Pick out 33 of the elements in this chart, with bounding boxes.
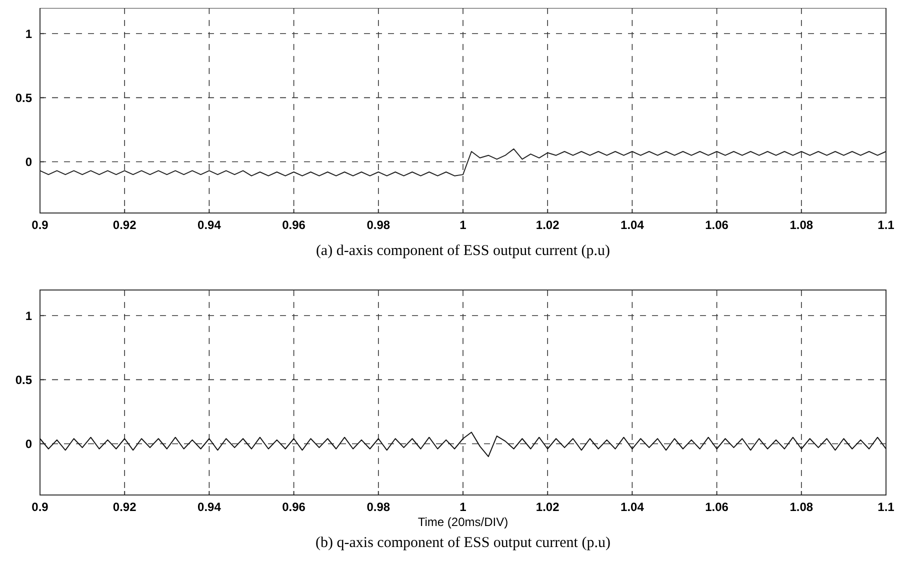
y-tick-label: 1 (25, 308, 32, 323)
line-series (40, 432, 886, 458)
y-tick-label: 1 (25, 26, 32, 41)
y-tick-label: 0.5 (15, 90, 32, 105)
x-tick-label: 0.92 (112, 218, 137, 232)
x-tick-label: 0.92 (112, 500, 137, 514)
text: (b) q-axis component of ESS output current (p.u) (316, 535, 610, 551)
text: (a) d-axis component of ESS output current (p.u) (316, 243, 610, 259)
y-tick-label: 0 (25, 436, 32, 451)
y-tick-label: 0 (25, 154, 32, 169)
x-tick-label: 1.06 (705, 500, 729, 514)
x-tick-label: 1 (460, 500, 467, 514)
x-tick-label: 0.96 (282, 500, 306, 514)
x-tick-label: 0.98 (366, 500, 390, 514)
x-tick-label: 1.1 (878, 500, 895, 514)
x-tick-label: 1 (460, 218, 467, 232)
x-tick-label: 1.06 (705, 218, 729, 232)
line-series (40, 148, 886, 176)
x-tick-label: 0.9 (32, 500, 49, 514)
y-tick-label: 0.5 (15, 372, 32, 387)
x-axis-title: Time (20ms/DIV) (418, 515, 508, 529)
x-tick-label: 0.94 (198, 218, 222, 232)
x-tick-label: 0.96 (282, 218, 306, 232)
x-tick-label: 1.04 (620, 500, 644, 514)
x-tick-label: 1.1 (878, 218, 895, 232)
x-tick-label: 0.98 (366, 218, 390, 232)
x-tick-label: 1.02 (536, 500, 560, 514)
x-tick-label: 0.9 (32, 218, 49, 232)
x-tick-label: 1.08 (790, 218, 814, 232)
x-tick-label: 1.04 (620, 218, 644, 232)
x-tick-label: 1.08 (790, 500, 814, 514)
x-tick-label: 1.02 (536, 218, 560, 232)
x-tick-label: 0.94 (198, 500, 222, 514)
